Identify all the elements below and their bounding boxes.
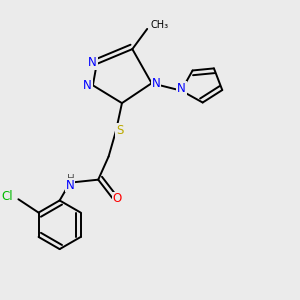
Text: N: N bbox=[83, 79, 92, 92]
Text: N: N bbox=[66, 178, 74, 191]
Text: N: N bbox=[88, 56, 97, 69]
Text: O: O bbox=[112, 193, 122, 206]
Text: N: N bbox=[177, 82, 186, 95]
Text: S: S bbox=[116, 124, 123, 137]
Text: H: H bbox=[67, 174, 74, 184]
Text: N: N bbox=[152, 77, 161, 90]
Text: Cl: Cl bbox=[2, 190, 13, 203]
Text: CH₃: CH₃ bbox=[150, 20, 168, 30]
